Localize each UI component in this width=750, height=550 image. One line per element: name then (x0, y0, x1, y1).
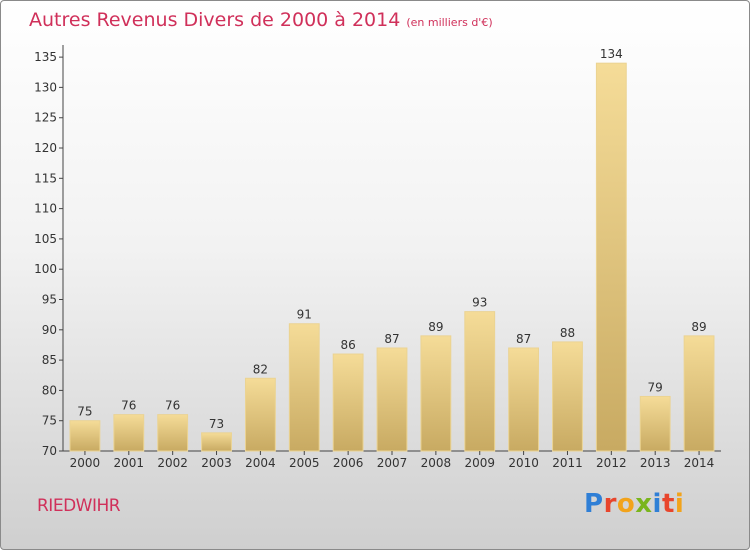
bar-2002 (157, 414, 189, 452)
y-tick-label: 105 (34, 232, 57, 246)
x-tick-label-2005: 2005 (289, 456, 320, 470)
bar-2003 (201, 432, 232, 452)
y-tick-label: 120 (34, 141, 57, 155)
logo-letter: P (584, 489, 604, 519)
y-tick-label: 75 (42, 414, 57, 428)
y-tick-label: 135 (34, 50, 57, 64)
value-label-2005: 91 (297, 308, 312, 322)
value-label-2004: 82 (253, 362, 268, 376)
logo-letter: i (652, 489, 662, 519)
logo-letter: o (616, 489, 636, 519)
y-tick-label: 90 (42, 323, 57, 337)
bar-2014 (683, 335, 715, 452)
value-label-2009: 93 (472, 296, 487, 310)
x-tick-label-2011: 2011 (552, 456, 583, 470)
bar-2006 (332, 353, 364, 452)
plot-area: 70 75 80 85 90 95 100 105 110 115 120 125 130 135 75 20… (34, 45, 721, 470)
x-tick-label-2009: 2009 (464, 456, 495, 470)
bar-2013 (639, 395, 671, 452)
bar-2001 (113, 414, 145, 452)
chart-title: Autres Revenus Divers de 2000 à 2014 (29, 9, 401, 31)
x-tick-label-2008: 2008 (421, 456, 452, 470)
chart-unit: (en milliers d'€) (406, 16, 493, 29)
x-tick-label-2006: 2006 (333, 456, 364, 470)
title-row: Autres Revenus Divers de 2000 à 2014 (en … (29, 9, 493, 31)
y-tick-label: 95 (42, 293, 57, 307)
y-tick-label: 130 (34, 80, 57, 94)
x-tick-label-2014: 2014 (684, 456, 715, 470)
value-label-2014: 89 (691, 320, 706, 334)
x-tick-label-2002: 2002 (157, 456, 188, 470)
bar-2004 (244, 377, 276, 452)
bar-2007 (376, 347, 408, 452)
logo-letter: t (661, 489, 675, 519)
value-label-2012: 134 (600, 47, 623, 61)
bar-2005 (288, 323, 320, 452)
value-label-2003: 73 (209, 417, 224, 431)
x-tick-label-2001: 2001 (114, 456, 145, 470)
bar-2000 (69, 420, 101, 452)
bar-2011 (552, 341, 583, 452)
x-tick-label-2010: 2010 (508, 456, 539, 470)
bar-2010 (508, 347, 540, 452)
value-label-2008: 89 (428, 320, 443, 334)
bar-2009 (464, 311, 496, 452)
proxiti-logo[interactable]: Proxiti (584, 489, 684, 519)
logo-letter: i (674, 489, 685, 519)
bar-2012 (595, 62, 627, 452)
y-tick-label: 110 (34, 202, 57, 216)
y-tick-label: 125 (34, 111, 57, 125)
y-tick-label: 80 (42, 383, 57, 397)
x-tick-label-2000: 2000 (70, 456, 101, 470)
x-tick-label-2013: 2013 (640, 456, 671, 470)
x-tick-label-2004: 2004 (245, 456, 276, 470)
x-tick-label-2003: 2003 (201, 456, 232, 470)
value-label-2013: 79 (648, 380, 663, 394)
value-label-2001: 76 (121, 399, 136, 413)
value-label-2000: 75 (77, 405, 92, 419)
commune-name: RIEDWIHR (37, 496, 121, 516)
x-tick-label-2007: 2007 (377, 456, 408, 470)
y-tick-label: 115 (34, 171, 57, 185)
y-tick-label: 100 (34, 262, 57, 276)
logo-letter: r (603, 489, 617, 519)
bar-2008 (420, 335, 452, 452)
value-label-2007: 87 (384, 332, 399, 346)
x-tick-label-2012: 2012 (596, 456, 627, 470)
logo-letter: x (635, 489, 653, 519)
value-label-2006: 86 (340, 338, 355, 352)
value-label-2002: 76 (165, 399, 180, 413)
value-label-2010: 87 (516, 332, 531, 346)
value-label-2011: 88 (560, 326, 575, 340)
y-tick-label: 85 (42, 353, 57, 367)
y-tick-label: 70 (42, 444, 57, 458)
